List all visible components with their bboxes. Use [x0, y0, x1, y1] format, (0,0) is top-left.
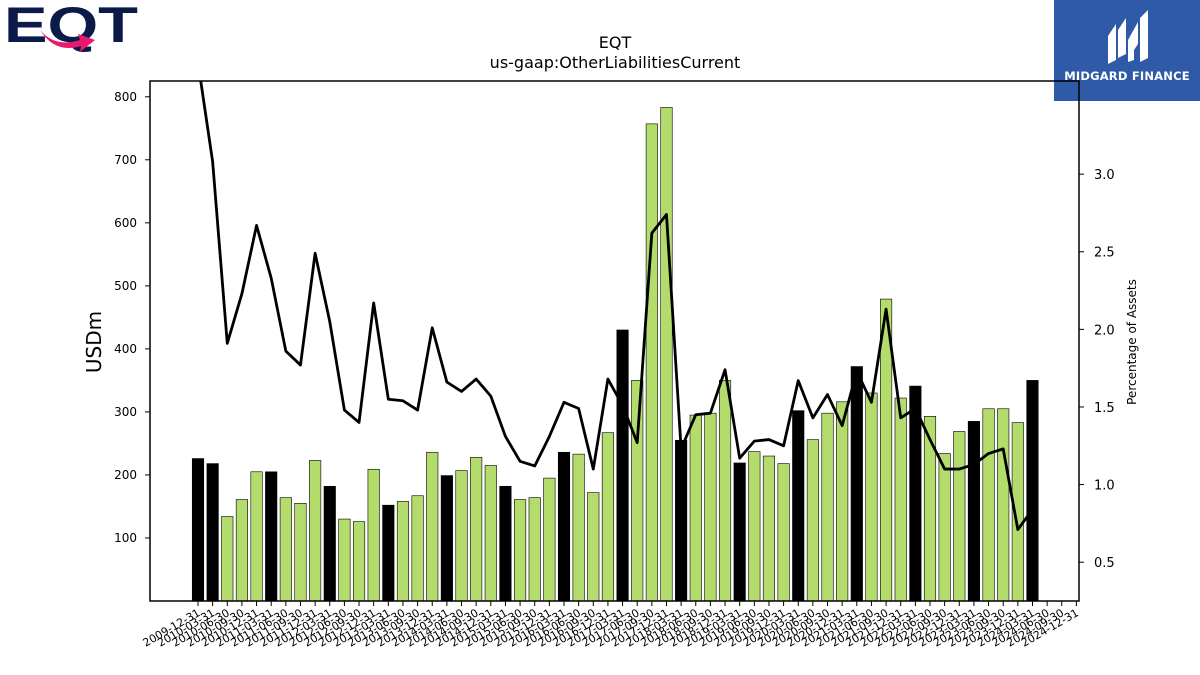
midgard-finance-logo-icon [1108, 10, 1148, 64]
bar [601, 432, 614, 602]
bar [762, 455, 776, 602]
bar [997, 408, 1010, 602]
bar [982, 408, 995, 602]
y-axis: 100 200 300 400 500 600 700 800 [114, 90, 150, 545]
bar [426, 451, 439, 602]
bar [470, 456, 483, 602]
bar [411, 495, 424, 602]
bar [894, 397, 907, 602]
chart-title: EQT [599, 33, 632, 52]
bar [250, 471, 263, 602]
eqt-logo-arrow-icon: EQT [4, 0, 138, 53]
y2-tick-label: 2.0 [1094, 323, 1115, 338]
bar [923, 416, 937, 602]
line-percentage-of-assets [199, 81, 1034, 531]
eqt-logo: EQT [0, 0, 150, 60]
y2-tick-label: 0.5 [1094, 556, 1115, 571]
bar [587, 492, 600, 602]
bar [206, 463, 219, 602]
bar [806, 439, 819, 602]
bar [660, 107, 673, 602]
bar [675, 439, 688, 602]
bar [543, 477, 556, 602]
bar [221, 516, 234, 602]
bar [777, 463, 790, 602]
bar [191, 458, 205, 602]
bar [645, 123, 658, 602]
bar [865, 392, 878, 602]
bar [528, 497, 541, 602]
y-tick-label: 200 [114, 468, 137, 482]
bar [689, 414, 702, 602]
y-tick-label: 600 [114, 216, 137, 230]
bar [235, 499, 248, 602]
y-tick-label: 100 [114, 531, 137, 545]
bar [309, 460, 322, 602]
bar [484, 465, 497, 602]
bar [279, 497, 292, 602]
y2-tick-label: 3.0 [1094, 168, 1115, 183]
bar [967, 421, 980, 602]
bar-series [191, 107, 1039, 602]
x-axis: 2009-12-312010-03-312010-06-302010-09-30… [141, 601, 1081, 650]
bar [631, 380, 644, 602]
bar [616, 329, 629, 602]
y2-tick-label: 1.0 [1094, 479, 1115, 494]
bar [836, 401, 849, 602]
y-axis-label: USDm [82, 311, 106, 373]
bar [572, 453, 585, 602]
bar [704, 412, 717, 602]
y2-tick-label: 1.5 [1094, 401, 1115, 416]
bar [338, 518, 351, 602]
y2-axis: 0.5 1.0 1.5 2.0 2.5 3.0 [1079, 168, 1115, 571]
line-series [199, 81, 1034, 531]
bar [352, 521, 366, 602]
bar [748, 451, 761, 602]
bar [499, 485, 512, 602]
bar [821, 412, 834, 602]
bar [455, 470, 468, 602]
midgard-finance-text: MIDGARD FINANCE [1064, 69, 1190, 83]
bar [792, 410, 805, 602]
bar [938, 453, 951, 602]
bar [265, 471, 278, 602]
bar [396, 501, 410, 602]
bar [718, 380, 732, 602]
y-tick-label: 500 [114, 279, 137, 293]
bar [557, 451, 571, 602]
bar [514, 499, 527, 602]
bar [733, 462, 746, 602]
plot-frame [149, 80, 1080, 602]
bar [953, 431, 966, 602]
chart-subtitle: us-gaap:OtherLiabilitiesCurrent [490, 53, 741, 72]
y2-tick-label: 2.5 [1094, 246, 1115, 261]
bar [323, 485, 336, 602]
bar [850, 366, 863, 602]
y-tick-label: 400 [114, 342, 137, 356]
y-tick-label: 700 [114, 153, 137, 167]
y-tick-label: 300 [114, 405, 137, 419]
bar [367, 468, 380, 602]
y-tick-label: 800 [114, 90, 137, 104]
bar [382, 504, 395, 602]
bar [294, 502, 307, 602]
y2-axis-label: Percentage of Assets [1125, 279, 1139, 405]
bar [440, 475, 453, 602]
bar [1026, 380, 1039, 602]
